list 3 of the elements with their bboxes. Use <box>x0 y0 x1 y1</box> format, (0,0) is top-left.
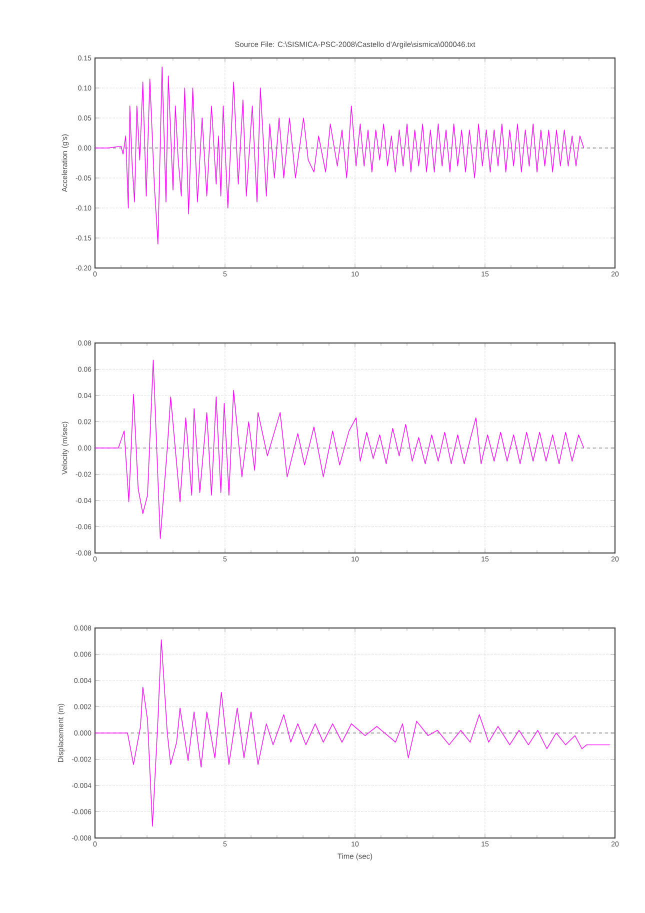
line-series <box>94 66 584 244</box>
line-series <box>94 639 610 827</box>
line-series <box>94 360 584 539</box>
